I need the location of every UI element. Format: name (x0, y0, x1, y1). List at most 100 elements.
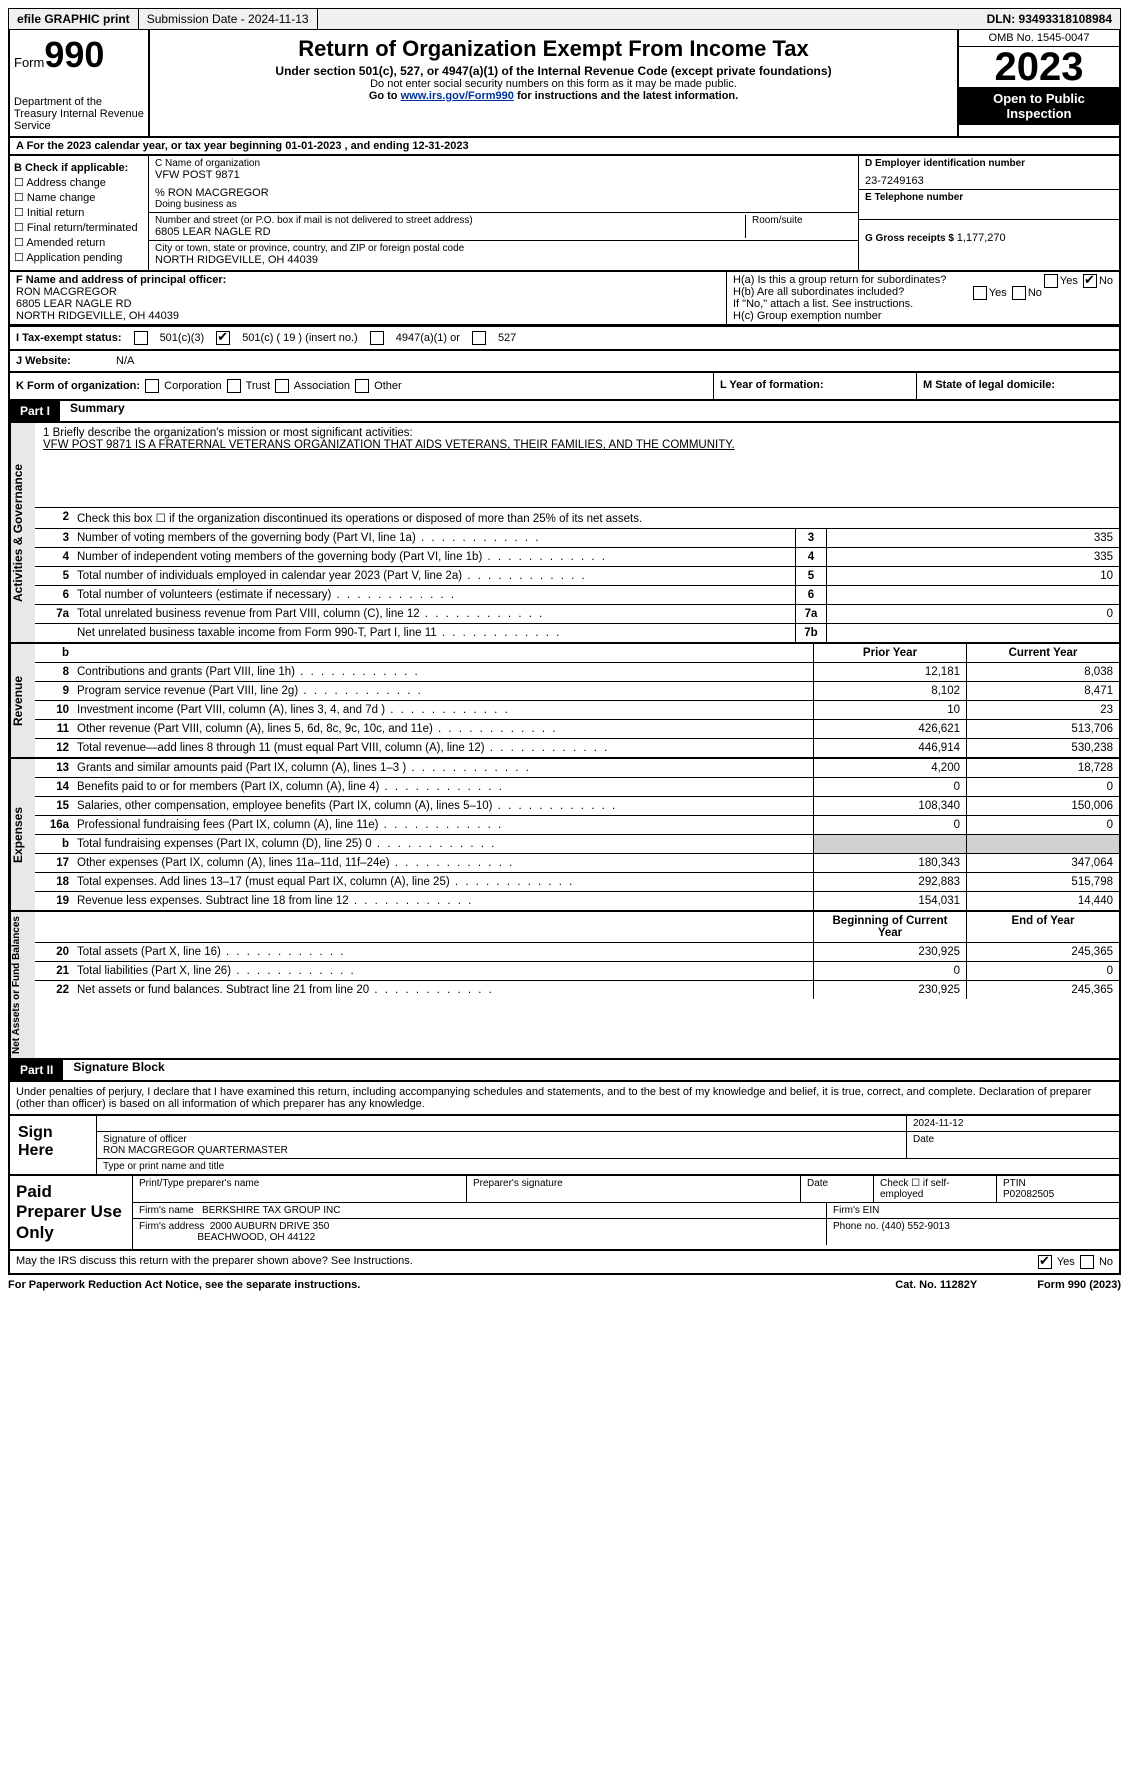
section-net-assets: Net Assets or Fund Balances Beginning of… (8, 912, 1121, 1060)
discuss-no[interactable] (1080, 1255, 1094, 1269)
net-line-20: 20 Total assets (Part X, line 16) 230,92… (35, 943, 1119, 962)
gov-line-5: 5 Total number of individuals employed i… (35, 567, 1119, 586)
section-revenue: Revenue b Prior Year Current Year 8 Cont… (8, 644, 1121, 759)
part2-badge: Part II (10, 1060, 63, 1080)
tax-year: 2023 (959, 47, 1119, 87)
exp-line-14: 14 Benefits paid to or for members (Part… (35, 778, 1119, 797)
k-label: K Form of organization: (16, 380, 140, 392)
begin-year-hdr: Beginning of Current Year (813, 912, 966, 942)
gov-line-7b: Net unrelated business taxable income fr… (35, 624, 1119, 642)
officer-addr: 6805 LEAR NAGLE RD (16, 298, 720, 310)
discuss-yes[interactable] (1038, 1255, 1052, 1269)
col-c: C Name of organization VFW POST 9871 % R… (149, 156, 858, 270)
exp-line-13: 13 Grants and similar amounts paid (Part… (35, 759, 1119, 778)
chk-other[interactable] (355, 379, 369, 393)
ein-value: 23-7249163 (865, 175, 1113, 187)
part2-title: Signature Block (63, 1060, 164, 1080)
discuss-text: May the IRS discuss this return with the… (16, 1255, 413, 1269)
form-number: 990 (44, 34, 104, 75)
chk-corp[interactable] (145, 379, 159, 393)
firm-addr-label: Firm's address (139, 1221, 204, 1232)
chk-initial-return[interactable]: Initial return (14, 206, 144, 219)
chk-address-change[interactable]: Address change (14, 176, 144, 189)
gov-line-7a: 7a Total unrelated business revenue from… (35, 605, 1119, 624)
net-line-21: 21 Total liabilities (Part X, line 26) 0… (35, 962, 1119, 981)
row-j: J Website: N/A (8, 351, 1121, 373)
website-value: N/A (116, 355, 134, 367)
gov-line-3: 3 Number of voting members of the govern… (35, 529, 1119, 548)
chk-amended[interactable]: Amended return (14, 236, 144, 249)
rev-line-9: 9 Program service revenue (Part VIII, li… (35, 682, 1119, 701)
city-state-zip: NORTH RIDGEVILLE, OH 44039 (155, 254, 852, 266)
row-k: K Form of organization: Corporation Trus… (8, 373, 1121, 401)
date-label: Date (907, 1132, 1119, 1158)
efile-label[interactable]: efile GRAPHIC print (9, 9, 139, 29)
gov-line-6: 6 Total number of volunteers (estimate i… (35, 586, 1119, 605)
perjury-text: Under penalties of perjury, I declare th… (8, 1082, 1121, 1116)
prep-date-label: Date (801, 1176, 874, 1202)
exp-line-b: b Total fundraising expenses (Part IX, c… (35, 835, 1119, 854)
officer-sig-name: RON MACGREGOR QUARTERMASTER (103, 1145, 900, 1156)
chk-501c[interactable] (216, 331, 230, 345)
net-header: Beginning of Current Year End of Year (35, 912, 1119, 943)
ptin-value: P02082505 (1003, 1189, 1113, 1200)
vlabel-governance: Activities & Governance (10, 423, 35, 642)
chk-501c3[interactable] (134, 331, 148, 345)
chk-final-return[interactable]: Final return/terminated (14, 221, 144, 234)
mission-label: 1 Briefly describe the organization's mi… (43, 427, 1111, 439)
h-cell: H(a) Is this a group return for subordin… (726, 272, 1119, 324)
section-governance: Activities & Governance 1 Briefly descri… (8, 423, 1121, 644)
firm-name-label: Firm's name (139, 1205, 194, 1216)
ein-label: D Employer identification number (865, 158, 1113, 169)
prep-selfemp: Check ☐ if self-employed (874, 1176, 997, 1202)
vlabel-revenue: Revenue (10, 644, 35, 757)
hc-label: H(c) Group exemption number (733, 310, 1113, 322)
type-print-label: Type or print name and title (97, 1159, 1119, 1174)
chk-assoc[interactable] (275, 379, 289, 393)
ssn-notice: Do not enter social security numbers on … (154, 78, 953, 90)
header-left: Form990 Department of the Treasury Inter… (10, 30, 150, 136)
form-subtitle: Under section 501(c), 527, or 4947(a)(1)… (154, 64, 953, 78)
net-line-22: 22 Net assets or fund balances. Subtract… (35, 981, 1119, 999)
row-a-period: A For the 2023 calendar year, or tax yea… (8, 138, 1121, 156)
submission-date: Submission Date - 2024-11-13 (139, 9, 318, 29)
row-i: I Tax-exempt status: 501(c)(3) 501(c) ( … (8, 327, 1121, 351)
col-right: D Employer identification number 23-7249… (858, 156, 1119, 270)
firm-addr2: BEACHWOOD, OH 44122 (197, 1232, 315, 1243)
hb-yes[interactable] (973, 286, 987, 300)
line-2: 2 Check this box ☐ if the organization d… (35, 508, 1119, 529)
chk-name-change[interactable]: Name change (14, 191, 144, 204)
main-info-block: B Check if applicable: Address change Na… (8, 156, 1121, 272)
l-label: L Year of formation: (713, 373, 916, 399)
hb-no[interactable] (1012, 286, 1026, 300)
care-of: % RON MACGREGOR (155, 187, 852, 199)
header-mid: Return of Organization Exempt From Incom… (150, 30, 957, 136)
irs-link[interactable]: www.irs.gov/Form990 (401, 90, 514, 102)
firm-addr1: 2000 AUBURN DRIVE 350 (210, 1221, 330, 1232)
current-year-hdr: Current Year (966, 644, 1119, 662)
ha-no[interactable] (1083, 274, 1097, 288)
rev-line-11: 11 Other revenue (Part VIII, column (A),… (35, 720, 1119, 739)
chk-app-pending[interactable]: Application pending (14, 251, 144, 264)
ha-label: H(a) Is this a group return for subordin… (733, 274, 946, 286)
firm-phone: (440) 552-9013 (881, 1221, 949, 1232)
chk-trust[interactable] (227, 379, 241, 393)
part1-header: Part I Summary (8, 401, 1121, 423)
vlabel-net: Net Assets or Fund Balances (10, 912, 35, 1058)
goto-pre: Go to (369, 90, 401, 102)
open-public: Open to Public Inspection (959, 87, 1119, 125)
form-header: Form990 Department of the Treasury Inter… (8, 30, 1121, 138)
m-label: M State of legal domicile: (916, 373, 1119, 399)
rev-line-10: 10 Investment income (Part VIII, column … (35, 701, 1119, 720)
chk-4947[interactable] (370, 331, 384, 345)
phone-label: E Telephone number (865, 192, 1113, 203)
sig-officer-label: Signature of officer (103, 1134, 900, 1145)
chk-527[interactable] (472, 331, 486, 345)
hb-note: If "No," attach a list. See instructions… (733, 298, 1113, 310)
k-cell: K Form of organization: Corporation Trus… (10, 373, 713, 399)
form-word: Form (14, 55, 44, 70)
f-label: F Name and address of principal officer: (16, 274, 720, 286)
top-bar: efile GRAPHIC print Submission Date - 20… (8, 8, 1121, 30)
mission-block: 1 Briefly describe the organization's mi… (35, 423, 1119, 508)
ha-yes[interactable] (1044, 274, 1058, 288)
